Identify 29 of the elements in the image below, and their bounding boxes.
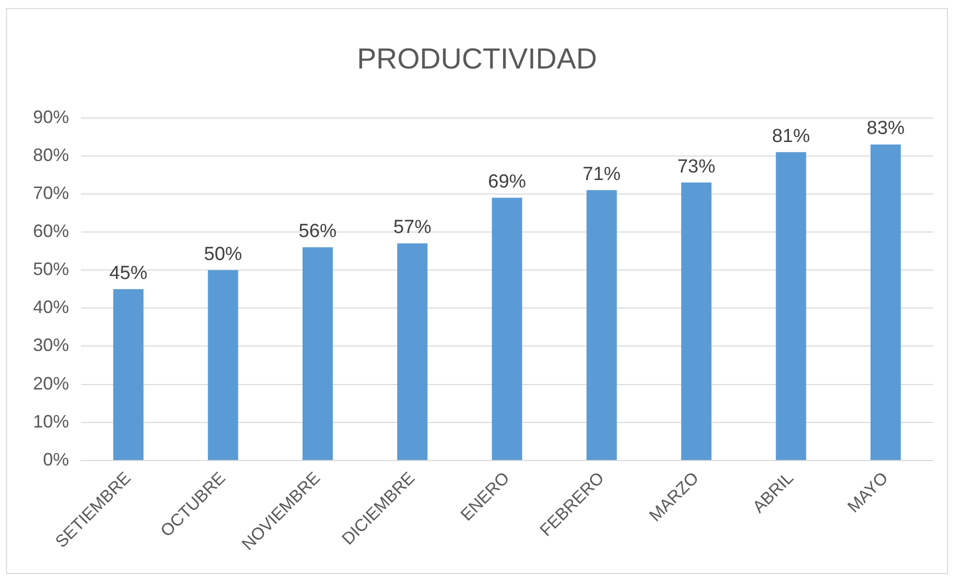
bar xyxy=(113,289,144,460)
data-label: 69% xyxy=(488,171,526,192)
y-tick-label: 30% xyxy=(32,335,70,356)
y-tick-label: 10% xyxy=(32,411,70,432)
data-label: 56% xyxy=(298,220,337,242)
chart-title: PRODUCTIVIDAD xyxy=(356,43,598,76)
data-label: 45% xyxy=(109,262,148,284)
data-label: 83% xyxy=(866,118,905,140)
bar xyxy=(586,190,617,460)
bar xyxy=(681,182,712,460)
bar xyxy=(208,270,238,460)
data-label: 71% xyxy=(582,164,621,185)
bar xyxy=(870,144,901,460)
data-label: 81% xyxy=(772,126,810,147)
y-tick-label: 60% xyxy=(32,220,70,241)
bar xyxy=(776,152,806,460)
bar xyxy=(492,198,522,460)
data-label: 57% xyxy=(393,217,432,238)
y-tick-label: 40% xyxy=(32,297,70,318)
y-tick-label: 80% xyxy=(32,144,70,165)
y-tick-label: 50% xyxy=(32,259,70,280)
y-tick-label: 0% xyxy=(43,449,70,470)
bar xyxy=(397,243,428,460)
bar xyxy=(302,247,333,460)
data-label: 50% xyxy=(204,244,242,265)
data-label: 73% xyxy=(677,156,716,178)
y-tick-label: 20% xyxy=(32,373,70,394)
y-tick-label: 70% xyxy=(32,182,70,203)
y-tick-label: 90% xyxy=(32,106,70,127)
